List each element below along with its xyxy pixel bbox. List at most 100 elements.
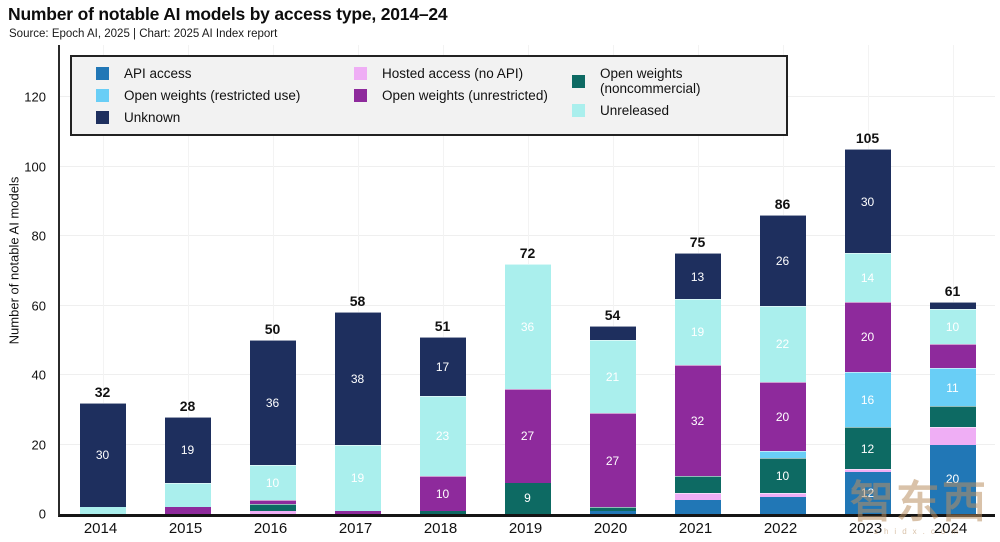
legend-swatch-unreleased xyxy=(572,104,585,117)
bar-segment-2018-noncommercial xyxy=(419,510,466,514)
bar-segment-2021-api xyxy=(674,500,721,514)
bar-group-2022: 86 10 20 22 26 xyxy=(740,45,825,514)
gridline-v-2018 xyxy=(442,45,444,514)
segment-label: 20 xyxy=(860,330,875,345)
bar-group-2018: 51 10 23 17 xyxy=(400,45,485,514)
bar-segment-2024-restricted: 11 xyxy=(929,368,976,407)
bar-segment-2021-hosted xyxy=(674,493,721,501)
gridline-v-2024 xyxy=(952,45,954,514)
bar-segment-2018-unrestricted: 10 xyxy=(419,475,466,511)
segment-label: 10 xyxy=(265,476,280,491)
bar-group-2024: 61 20 11 10 xyxy=(910,45,995,514)
bar-segment-2022-restricted xyxy=(759,451,806,459)
segment-label: 14 xyxy=(860,271,875,286)
bar-segment-2022-noncommercial: 10 xyxy=(759,458,806,494)
chart-title: Number of notable AI models by access ty… xyxy=(8,4,448,24)
legend-item-api: API access xyxy=(96,66,354,81)
legend-column-3: Open weights (noncommercial) Unreleased xyxy=(572,66,776,125)
legend-label-restricted: Open weights (restricted use) xyxy=(124,88,301,103)
bar-segment-2023-noncommercial: 12 xyxy=(844,427,891,469)
legend-swatch-unrestricted xyxy=(354,89,367,102)
bar-group-2014: 32 30 xyxy=(60,45,145,514)
segment-label: 21 xyxy=(605,370,620,385)
plot-area: 32 30 28 19 50 10 36 58 19 38 51 10 23 17 72 9 27 36 54 27 2… xyxy=(58,45,995,517)
bar-segment-2021-unrestricted: 32 xyxy=(674,364,721,476)
bar-segment-2016-hosted xyxy=(249,510,296,514)
segment-label: 30 xyxy=(95,448,110,463)
legend-label-unrestricted: Open weights (unrestricted) xyxy=(382,88,548,103)
legend-label-unknown: Unknown xyxy=(124,110,181,125)
legend-swatch-unknown xyxy=(96,111,109,124)
legend-swatch-restricted xyxy=(96,89,109,102)
bar-segment-2020-unrestricted: 27 xyxy=(589,413,636,508)
bars: 32 30 28 19 50 10 36 58 19 38 51 10 23 17 72 9 27 36 54 27 2… xyxy=(60,45,995,514)
bar-segment-2015-unrestricted xyxy=(164,507,211,514)
y-tick-100: 100 xyxy=(24,159,46,174)
bar-segment-2020-api xyxy=(589,510,636,514)
segment-label: 27 xyxy=(605,453,620,468)
legend-column-2: Hosted access (no API) Open weights (unre… xyxy=(354,66,572,125)
y-tick-80: 80 xyxy=(31,228,46,244)
bar-segment-2023-unreleased: 14 xyxy=(844,253,891,303)
x-tick-2020: 2020 xyxy=(593,520,628,537)
bar-stack-2020: 27 21 xyxy=(589,326,636,514)
bar-segment-2017-unrestricted xyxy=(334,510,381,514)
bar-segment-2024-unknown xyxy=(929,302,976,309)
bar-segment-2015-unreleased xyxy=(164,482,211,508)
x-tick-2018: 2018 xyxy=(423,520,458,537)
segment-label: 10 xyxy=(775,469,790,484)
bar-segment-2024-api: 20 xyxy=(929,444,976,514)
bar-segment-2022-hosted xyxy=(759,493,806,497)
x-tick-2023: 2023 xyxy=(848,520,883,537)
segment-label: 20 xyxy=(945,472,960,487)
segment-label: 22 xyxy=(775,337,790,352)
bar-total-2017: 58 xyxy=(349,293,366,310)
bar-segment-2015-unknown: 19 xyxy=(164,416,211,483)
x-tick-2017: 2017 xyxy=(338,520,373,537)
bar-group-2017: 58 19 38 xyxy=(315,45,400,514)
bar-segment-2023-unknown: 30 xyxy=(844,149,891,254)
y-tick-20: 20 xyxy=(31,437,46,452)
gridline-v-2014 xyxy=(102,45,104,514)
bar-segment-2019-unreleased: 36 xyxy=(504,263,551,389)
bar-segment-2016-unrestricted xyxy=(249,500,296,504)
segment-label: 36 xyxy=(265,396,280,411)
segment-label: 19 xyxy=(690,325,705,340)
segment-label: 26 xyxy=(775,253,790,268)
bar-stack-2018: 10 23 17 xyxy=(419,336,466,514)
bar-total-2021: 75 xyxy=(689,234,706,251)
bar-group-2023: 105 12 12 16 20 14 30 xyxy=(825,45,910,514)
bar-stack-2015: 19 xyxy=(164,416,211,514)
bar-stack-2024: 20 11 10 xyxy=(929,302,976,514)
bar-segment-2017-unreleased: 19 xyxy=(334,444,381,511)
segment-label: 12 xyxy=(860,486,875,501)
bar-segment-2023-hosted xyxy=(844,468,891,473)
segment-label: 13 xyxy=(690,269,705,284)
bar-segment-2024-unreleased: 10 xyxy=(929,309,976,344)
gridline-v-2017 xyxy=(357,45,359,514)
bar-total-2023: 105 xyxy=(855,130,880,147)
y-axis-ticks: 0 20 40 60 80 100 120 xyxy=(0,45,52,522)
gridline-v-2015 xyxy=(187,45,189,514)
bar-total-2020: 54 xyxy=(604,307,621,324)
segment-label: 17 xyxy=(435,359,450,374)
y-tick-0: 0 xyxy=(38,506,46,522)
bar-segment-2020-unknown xyxy=(589,326,636,341)
bar-stack-2014: 30 xyxy=(79,402,126,514)
legend-item-restricted: Open weights (restricted use) xyxy=(96,88,354,103)
bar-total-2019: 72 xyxy=(519,244,536,261)
bar-total-2016: 50 xyxy=(264,321,281,338)
gridline-v-2020 xyxy=(612,45,614,514)
bar-stack-2017: 19 38 xyxy=(334,312,381,514)
bar-segment-2020-unreleased: 21 xyxy=(589,340,636,414)
bar-segment-2019-noncommercial: 9 xyxy=(504,482,551,514)
bar-segment-2021-noncommercial xyxy=(674,475,721,494)
bar-segment-2024-unrestricted xyxy=(929,343,976,369)
segment-label: 38 xyxy=(350,371,365,386)
bar-segment-2023-unrestricted: 20 xyxy=(844,302,891,372)
bar-segment-2022-api xyxy=(759,496,806,514)
legend-item-noncommercial: Open weights (noncommercial) xyxy=(572,66,776,96)
bar-total-2024: 61 xyxy=(944,283,961,300)
segment-label: 10 xyxy=(435,486,450,501)
bar-segment-2014-unreleased xyxy=(79,507,126,514)
